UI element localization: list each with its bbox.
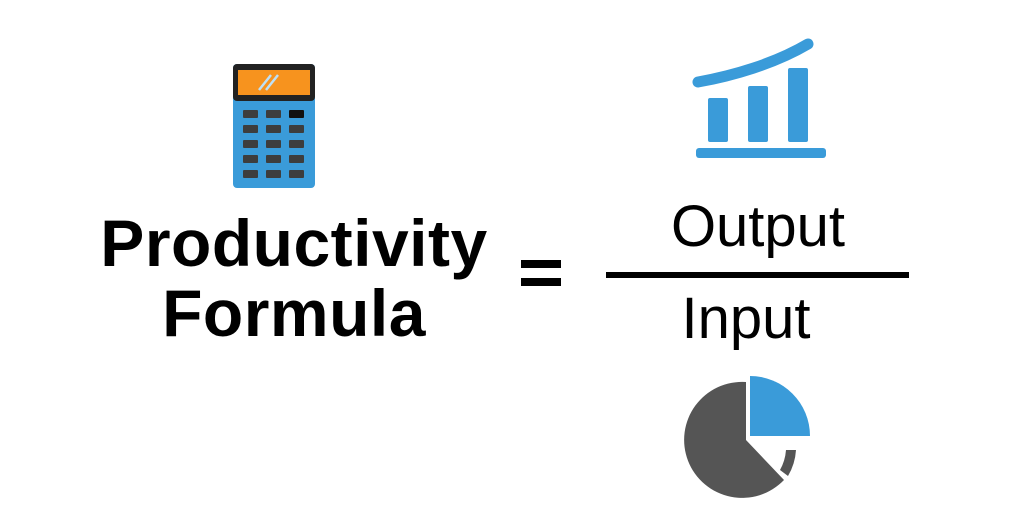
denominator: Input <box>681 286 811 351</box>
equals-sign <box>521 252 565 290</box>
bar-chart-trend-icon <box>692 32 827 160</box>
calculator-icon <box>233 64 315 188</box>
equals-bar-bottom <box>521 278 561 286</box>
pie-chart-icon <box>684 372 820 500</box>
formula-title-line2: Formula <box>162 276 426 350</box>
equals-bar-top <box>521 260 561 268</box>
formula-title-line1: Productivity <box>100 206 488 280</box>
fraction-bar <box>606 272 909 278</box>
formula-title: Productivity Formula <box>84 208 504 348</box>
numerator: Output <box>670 194 846 259</box>
